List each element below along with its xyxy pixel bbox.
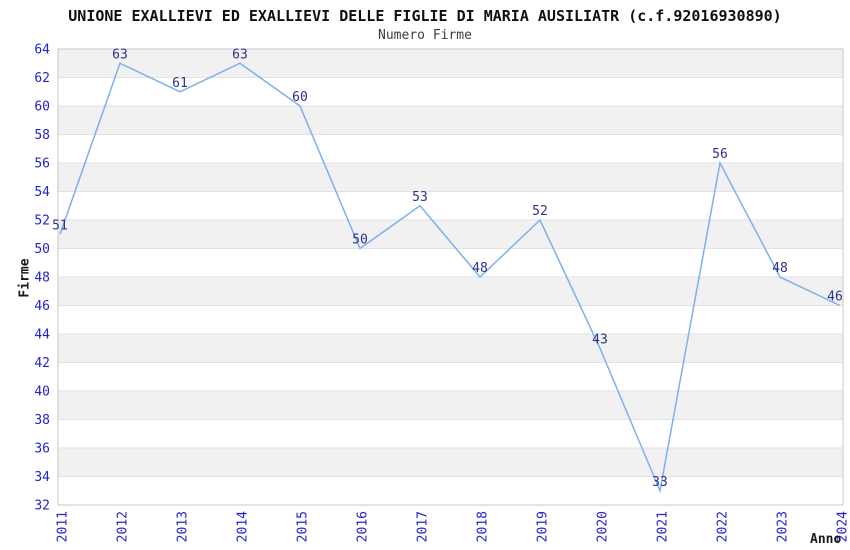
value-label: 48 — [772, 261, 788, 276]
chart-title: UNIONE EXALLIEVI ED EXALLIEVI DELLE FIGL… — [68, 7, 782, 25]
y-tick-label: 38 — [34, 413, 50, 428]
value-label: 56 — [712, 147, 728, 162]
x-tick-label: 2022 — [716, 511, 731, 542]
value-label: 52 — [532, 204, 548, 219]
value-label: 60 — [292, 90, 308, 105]
value-label: 43 — [592, 332, 608, 347]
y-tick-label: 46 — [34, 299, 50, 314]
plot-band — [58, 334, 843, 363]
value-label: 50 — [352, 233, 368, 248]
y-tick-label: 54 — [34, 185, 50, 200]
series-line — [59, 62, 841, 494]
x-tick-label: 2011 — [56, 511, 71, 542]
y-tick-label: 60 — [34, 100, 50, 115]
y-tick-label: 62 — [34, 71, 50, 86]
plot-band — [58, 220, 843, 249]
value-label: 48 — [472, 261, 488, 276]
y-tick-label: 40 — [34, 385, 50, 400]
y-tick-label: 52 — [34, 214, 50, 229]
y-tick-label: 36 — [34, 442, 50, 457]
value-label: 53 — [412, 190, 428, 205]
x-axis-label: Anno — [810, 532, 842, 547]
x-tick-label: 2014 — [236, 511, 251, 542]
x-tick-label: 2018 — [476, 511, 491, 542]
plot-band — [58, 49, 843, 78]
y-tick-label: 32 — [34, 499, 50, 514]
y-tick-label: 42 — [34, 356, 50, 371]
x-tick-label: 2021 — [656, 511, 671, 542]
y-tick-label: 48 — [34, 271, 50, 286]
value-label: 61 — [172, 76, 188, 91]
plot-band — [58, 448, 843, 477]
x-tick-label: 2019 — [536, 511, 551, 542]
x-tick-label: 2017 — [416, 511, 431, 542]
x-tick-label: 2023 — [776, 511, 791, 542]
y-tick-label: 64 — [34, 43, 50, 58]
y-tick-label: 56 — [34, 157, 50, 172]
y-tick-label: 58 — [34, 128, 50, 143]
plot-band — [58, 277, 843, 306]
x-tick-label: 2013 — [176, 511, 191, 542]
plot-border — [57, 48, 844, 506]
x-tick-label: 2012 — [116, 511, 131, 542]
value-label: 63 — [112, 47, 128, 62]
y-tick-label: 44 — [34, 328, 50, 343]
value-label: 51 — [52, 218, 68, 233]
x-tick-label: 2016 — [356, 511, 371, 542]
value-label: 46 — [827, 290, 843, 305]
plot-band — [58, 106, 843, 135]
x-tick-label: 2020 — [596, 511, 611, 542]
plot-band — [58, 163, 843, 192]
x-tick-label: 2015 — [296, 511, 311, 542]
value-label: 63 — [232, 47, 248, 62]
plot-band — [58, 391, 843, 420]
value-label: 33 — [652, 475, 668, 490]
x-tick-label: 2024 — [836, 511, 850, 542]
y-tick-label: 50 — [34, 242, 50, 257]
y-tick-label: 34 — [34, 470, 50, 485]
chart-subtitle: Numero Firme — [378, 28, 472, 43]
